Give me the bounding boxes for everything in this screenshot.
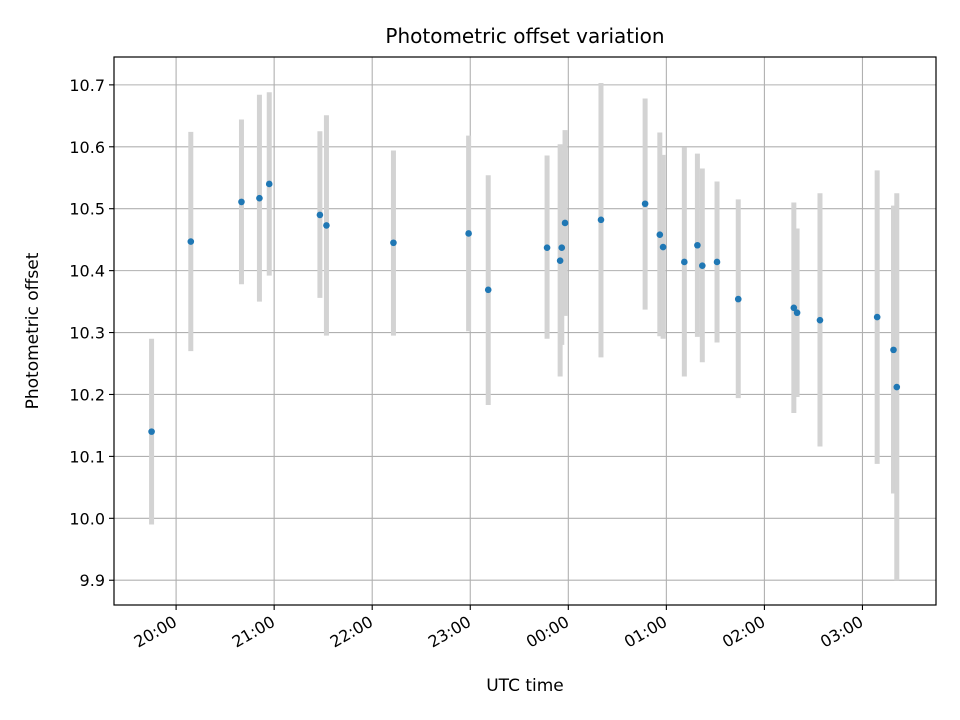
data-point (316, 211, 324, 219)
y-tick-label: 10.5 (69, 200, 105, 219)
x-axis-title: UTC time (486, 676, 564, 696)
data-point (816, 316, 824, 324)
data-point (558, 244, 566, 252)
data-point (187, 238, 195, 245)
data-point (699, 262, 706, 269)
data-point (659, 243, 667, 251)
data-point (893, 383, 901, 391)
data-point (390, 239, 397, 247)
data-point (561, 219, 569, 227)
data-point (793, 309, 801, 317)
data-point (543, 244, 551, 252)
data-point (465, 230, 472, 237)
data-point (713, 258, 721, 266)
data-point (681, 258, 688, 266)
data-point (694, 241, 701, 249)
y-tick-label: 10.0 (69, 509, 105, 528)
data-point (556, 257, 564, 265)
data-point (484, 286, 492, 294)
y-axis-title: Photometric offset (23, 252, 43, 409)
y-tick-label: 10.3 (69, 324, 105, 343)
y-tick-label: 10.4 (69, 262, 105, 281)
y-tick-label: 10.7 (69, 76, 105, 95)
data-point (641, 200, 649, 208)
data-point (890, 346, 897, 354)
y-tick-label: 10.6 (69, 138, 105, 157)
data-point (265, 180, 273, 188)
data-points (148, 180, 901, 435)
data-point (323, 222, 330, 229)
data-point (148, 428, 155, 435)
data-point (734, 295, 742, 303)
data-point (238, 198, 245, 206)
plot-frame (113, 56, 937, 606)
data-point (256, 194, 263, 202)
data-point (597, 216, 605, 224)
data-point (873, 313, 881, 321)
y-tick-label: 10.2 (69, 385, 105, 404)
chart-title: Photometric offset variation (385, 24, 664, 48)
data-point (790, 304, 798, 312)
data-point (656, 231, 664, 239)
y-tick-label: 10.1 (69, 447, 105, 466)
y-tick-label: 9.9 (80, 571, 105, 590)
